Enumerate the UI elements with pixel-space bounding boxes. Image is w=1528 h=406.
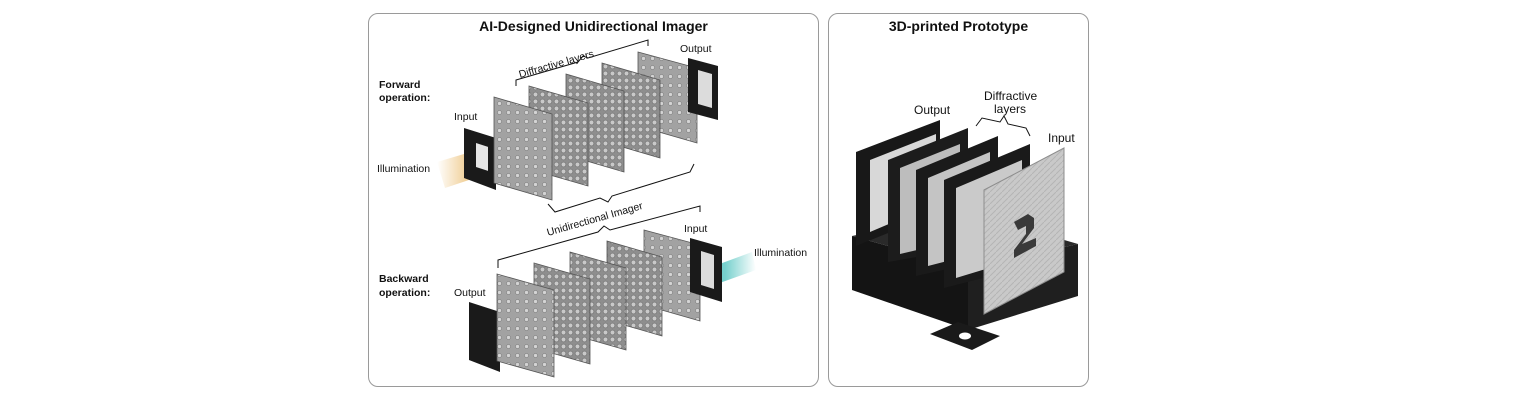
- unidirectional-imager-panel: AI-Designed Unidirectional Imager: [368, 13, 819, 387]
- left-panel-title: AI-Designed Unidirectional Imager: [479, 18, 708, 34]
- prototype-panel: 3D-printed Prototype: [828, 13, 1089, 387]
- right-panel-title: 3D-printed Prototype: [888, 18, 1029, 34]
